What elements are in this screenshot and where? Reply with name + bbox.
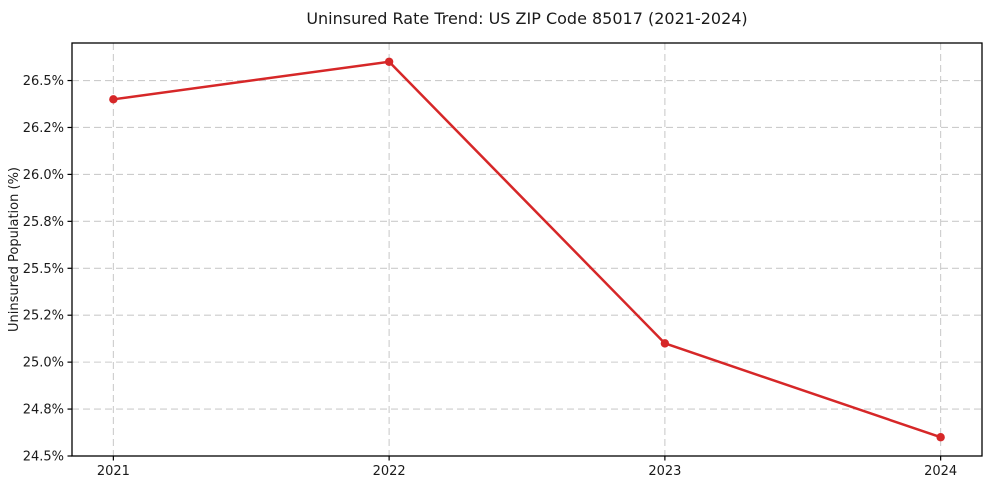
x-tick-label: 2024 xyxy=(924,464,957,479)
data-point-marker xyxy=(660,339,670,348)
y-tick-label: 26.2% xyxy=(23,121,64,136)
axes-spines xyxy=(71,42,983,457)
y-tick-label: 25.0% xyxy=(23,356,64,371)
x-tick-label: 2021 xyxy=(97,464,130,479)
data-point-marker xyxy=(384,57,394,66)
chart-title: Uninsured Rate Trend: US ZIP Code 85017 … xyxy=(306,9,748,28)
y-tick-label: 25.8% xyxy=(23,215,64,230)
y-tick-label: 24.5% xyxy=(23,450,64,465)
y-tick-label: 24.8% xyxy=(23,403,64,418)
data-point-marker xyxy=(936,433,945,442)
uninsured-rate-line xyxy=(112,60,942,439)
y-tick-label: 25.2% xyxy=(23,309,64,324)
x-tick-label: 2023 xyxy=(648,464,681,479)
x-tick-label: 2022 xyxy=(373,464,406,479)
y-tick-label: 25.5% xyxy=(23,262,64,277)
y-tick-label: 26.5% xyxy=(23,74,64,89)
data-point-marker xyxy=(109,95,118,104)
y-tick-label: 26.0% xyxy=(23,168,64,183)
